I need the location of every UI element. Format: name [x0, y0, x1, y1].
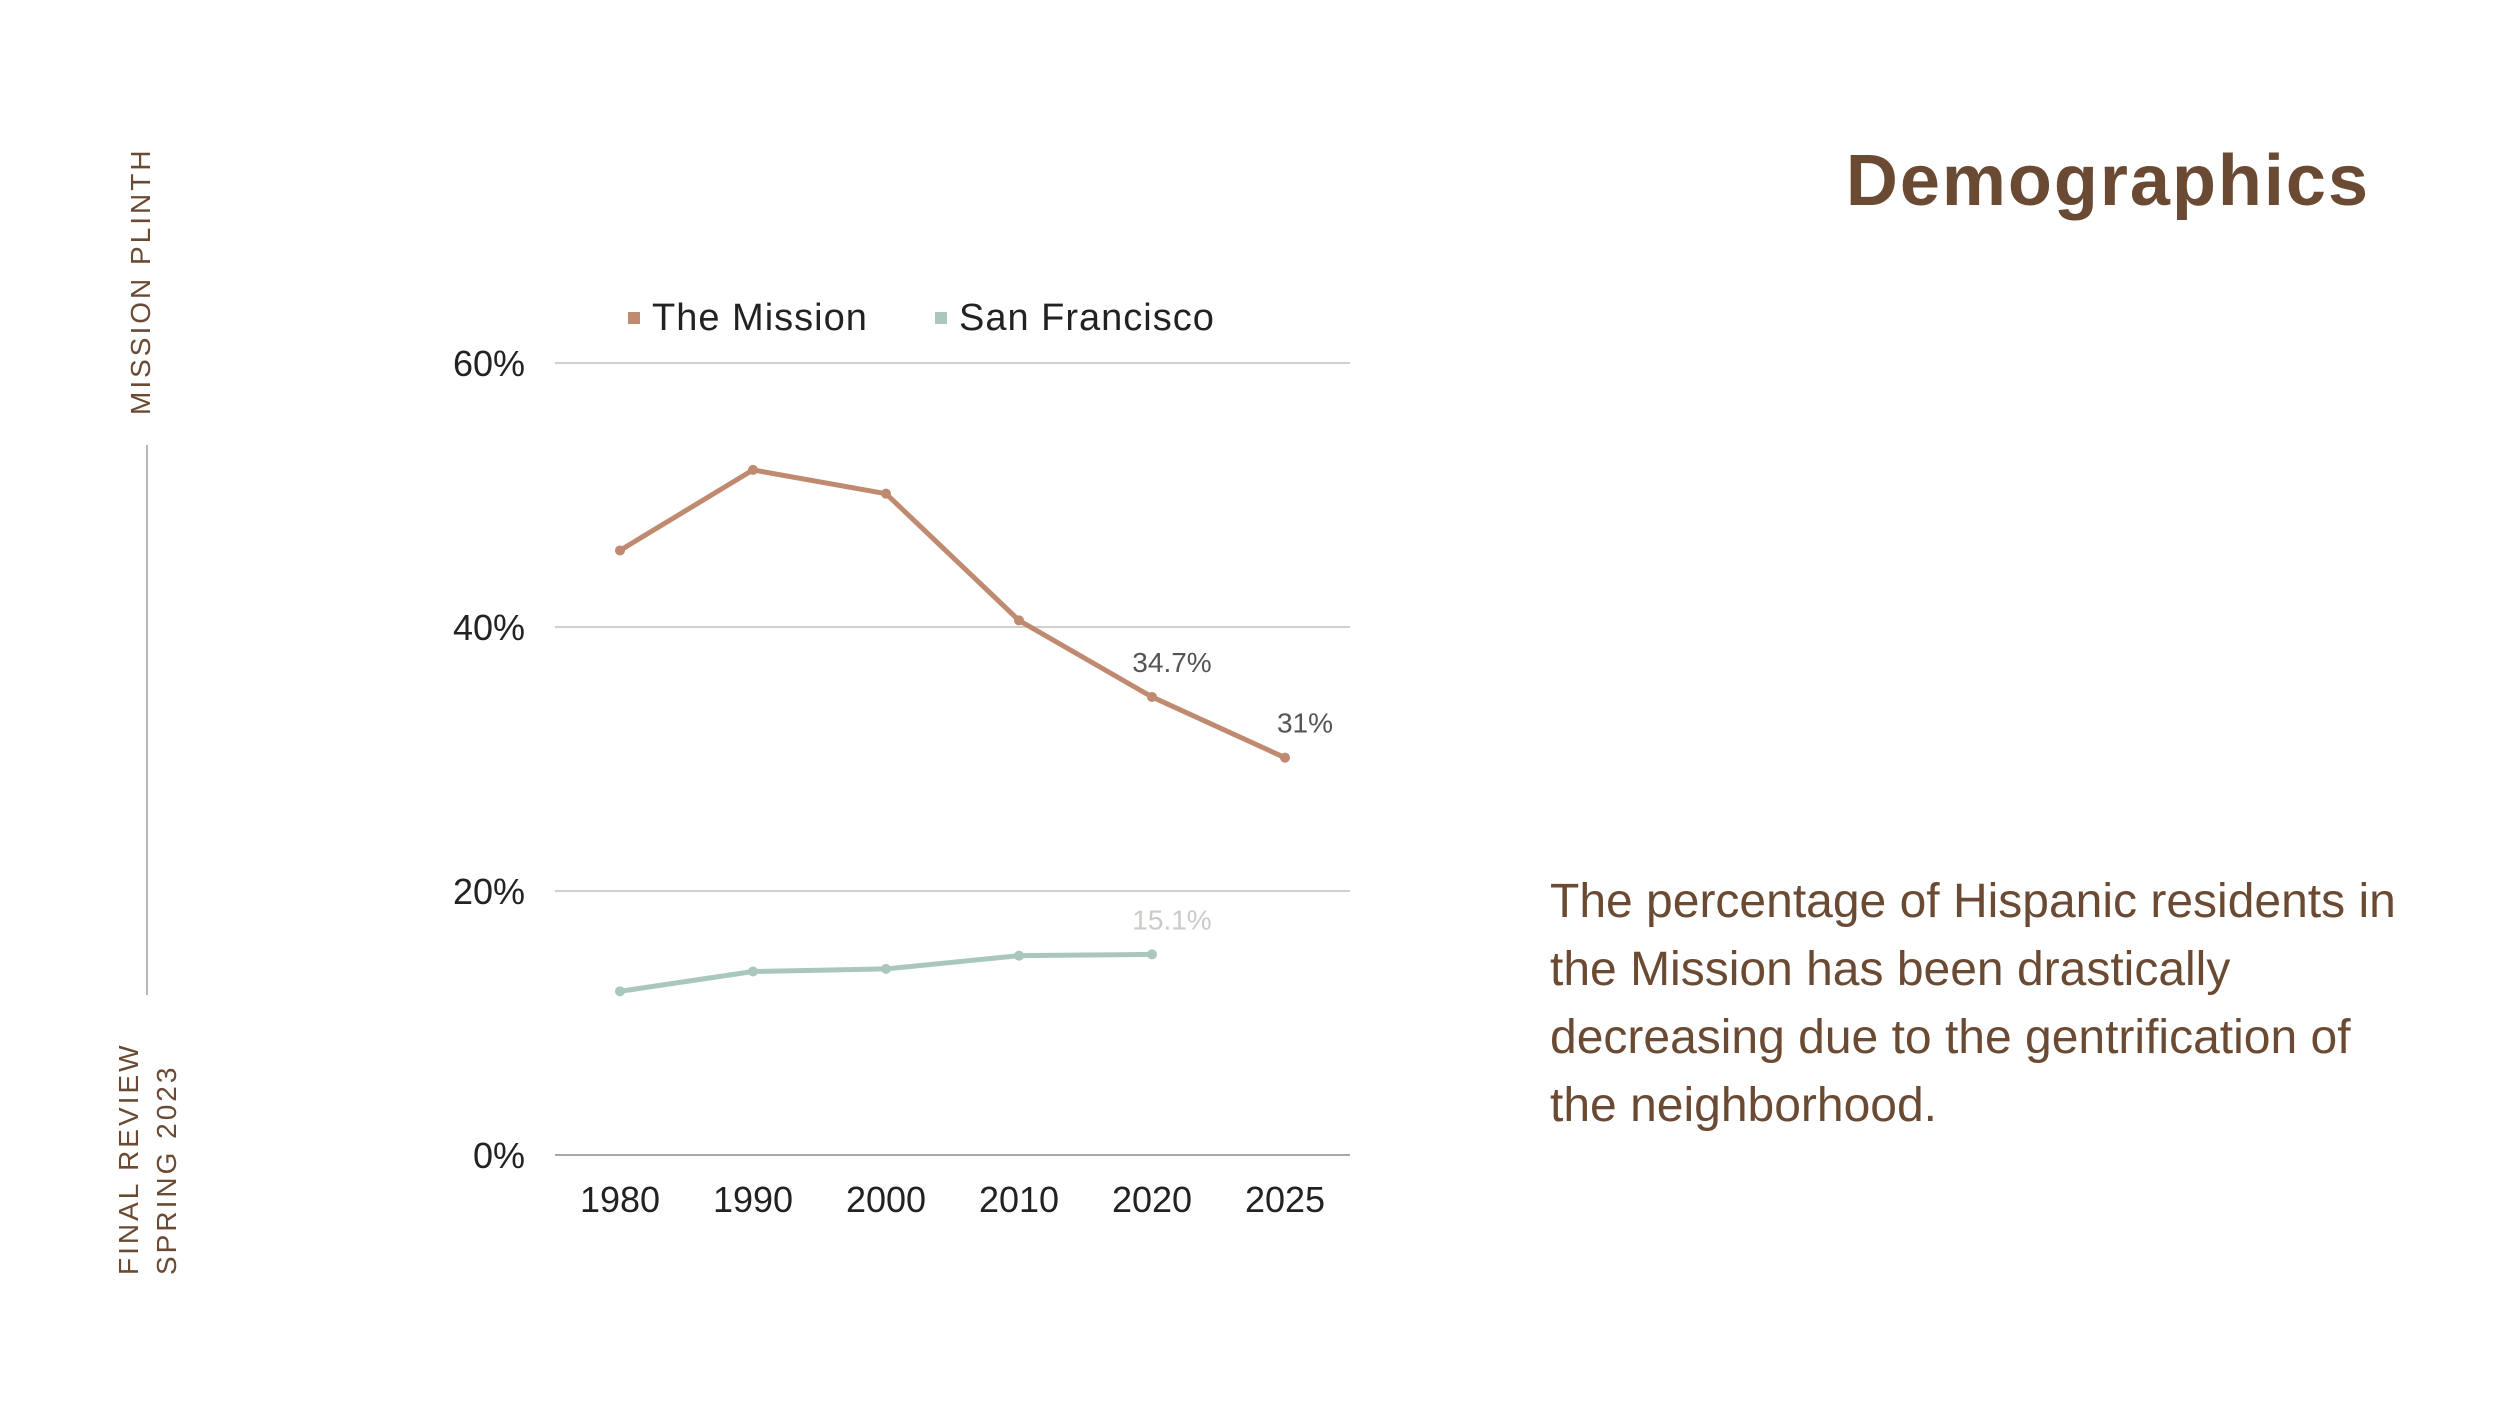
- x-tick-label: 2025: [1245, 1179, 1325, 1220]
- x-tick-label: 1990: [713, 1179, 793, 1220]
- data-point: [748, 464, 758, 475]
- data-label: 15.1%: [1132, 904, 1211, 935]
- data-label: 31%: [1277, 708, 1333, 739]
- data-point: [1014, 950, 1024, 961]
- legend-swatch: [628, 312, 640, 324]
- data-point: [1147, 691, 1157, 702]
- description-text: The percentage of Hispanic residents in …: [1550, 875, 2396, 1132]
- data-point: [1280, 752, 1290, 763]
- y-tick-label: 60%: [453, 343, 525, 384]
- data-point: [615, 986, 625, 997]
- series-line-mission: [618, 467, 1287, 760]
- legend-swatch: [935, 312, 947, 324]
- data-label: 34.7%: [1132, 647, 1211, 678]
- data-point: [1014, 615, 1024, 626]
- legend-label: San Francisco: [959, 297, 1215, 339]
- y-tick-label: 40%: [453, 607, 525, 648]
- data-point: [748, 966, 758, 977]
- page-title: Demographics: [1845, 141, 2370, 221]
- legend-label: The Mission: [652, 297, 868, 339]
- x-tick-label: 1980: [580, 1179, 660, 1220]
- y-tick-label: 20%: [453, 871, 525, 912]
- data-point: [881, 488, 891, 499]
- x-tick-label: 2010: [979, 1179, 1059, 1220]
- y-tick-label: 0%: [473, 1135, 525, 1176]
- x-tick-label: 2000: [846, 1179, 926, 1220]
- data-point: [1147, 949, 1157, 960]
- side-divider: [146, 445, 148, 995]
- x-tick-label: 2020: [1112, 1179, 1192, 1220]
- data-point: [881, 963, 891, 974]
- data-point: [615, 545, 625, 556]
